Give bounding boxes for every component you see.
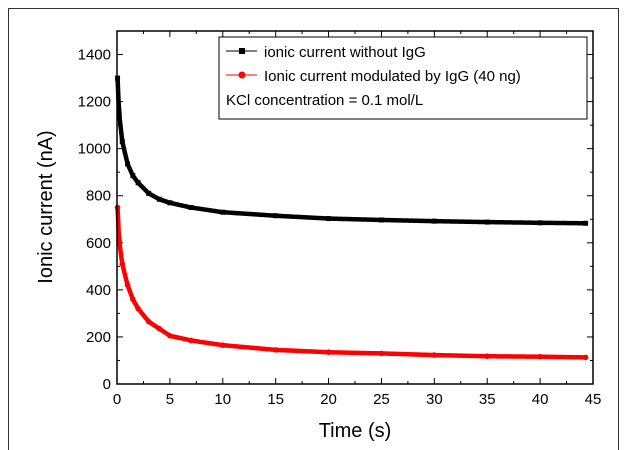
data-point (156, 325, 163, 332)
data-point (273, 213, 279, 219)
data-point (484, 219, 490, 225)
legend-label-without-igg: ionic current without IgG (264, 44, 426, 61)
data-point (325, 349, 332, 356)
x-tick-label: 0 (113, 391, 121, 408)
data-point (135, 305, 141, 312)
data-point (145, 318, 152, 325)
data-point (167, 200, 173, 206)
x-tick-label: 30 (426, 391, 443, 408)
series-line (115, 205, 588, 360)
x-axis-label: Time (s) (319, 420, 392, 442)
data-point (130, 173, 136, 179)
data-point (119, 139, 125, 145)
y-axis-label: Ionic current (nA) (35, 130, 57, 283)
data-point (326, 216, 332, 222)
data-point (219, 342, 226, 348)
y-tick-label: 1200 (78, 94, 111, 111)
y-tick-label: 200 (86, 329, 111, 346)
data-point (431, 218, 437, 224)
data-point (431, 352, 438, 358)
x-tick-label: 40 (532, 391, 549, 408)
kcl-concentration-annotation: KCl concentration = 0.1 mol/L (226, 92, 423, 109)
data-point (124, 282, 131, 288)
data-point (188, 337, 194, 344)
plot-area (116, 30, 594, 385)
data-point (272, 347, 279, 353)
legend-label-with-igg: Ionic current modulated by IgG (40 ng) (264, 68, 521, 85)
data-point (116, 110, 122, 116)
data-point (125, 161, 131, 167)
x-tick-label: 25 (373, 391, 390, 408)
data-point (582, 354, 589, 361)
y-tick-label: 600 (86, 235, 111, 252)
legend-marker-circle (238, 71, 246, 79)
x-tick-label: 20 (320, 391, 337, 408)
y-tick-label: 400 (86, 282, 111, 299)
x-tick-label: 45 (585, 391, 602, 408)
data-point (220, 209, 226, 215)
x-tick-label: 10 (214, 391, 231, 408)
data-point (135, 180, 141, 186)
y-tick-label: 1000 (78, 141, 111, 158)
legend-entry-without-igg: ionic current without IgG (226, 44, 426, 61)
data-point (583, 220, 589, 226)
data-point (537, 220, 543, 226)
x-tick-label: 5 (166, 391, 174, 408)
data-point (537, 353, 543, 360)
data-point (156, 196, 162, 202)
data-point (484, 353, 491, 360)
data-point (378, 217, 384, 223)
figure-frame (8, 8, 619, 450)
legend: ionic current without IgG Ionic current … (218, 36, 588, 120)
data-point (119, 261, 126, 267)
data-point (167, 332, 173, 339)
legend-marker-square (239, 48, 245, 54)
legend-entry-with-igg: Ionic current modulated by IgG (40 ng) (226, 68, 521, 85)
legend-box (218, 36, 588, 120)
y-tick-label: 0 (103, 376, 111, 393)
series-with-igg (114, 204, 589, 361)
ticks-layer: 0 5 10 15 20 25 30 35 40 45 0 200 400 600 800 1000 1200 1… (78, 30, 602, 408)
x-tick-label: 35 (479, 391, 496, 408)
data-point (146, 190, 152, 196)
y-tick-label: 800 (86, 188, 111, 205)
data-point (378, 350, 385, 357)
x-tick-label: 15 (267, 391, 284, 408)
data-point (188, 205, 194, 210)
y-tick-label: 1400 (78, 47, 111, 64)
series-layer (114, 75, 589, 361)
data-point (130, 296, 136, 303)
series-line (115, 75, 588, 226)
